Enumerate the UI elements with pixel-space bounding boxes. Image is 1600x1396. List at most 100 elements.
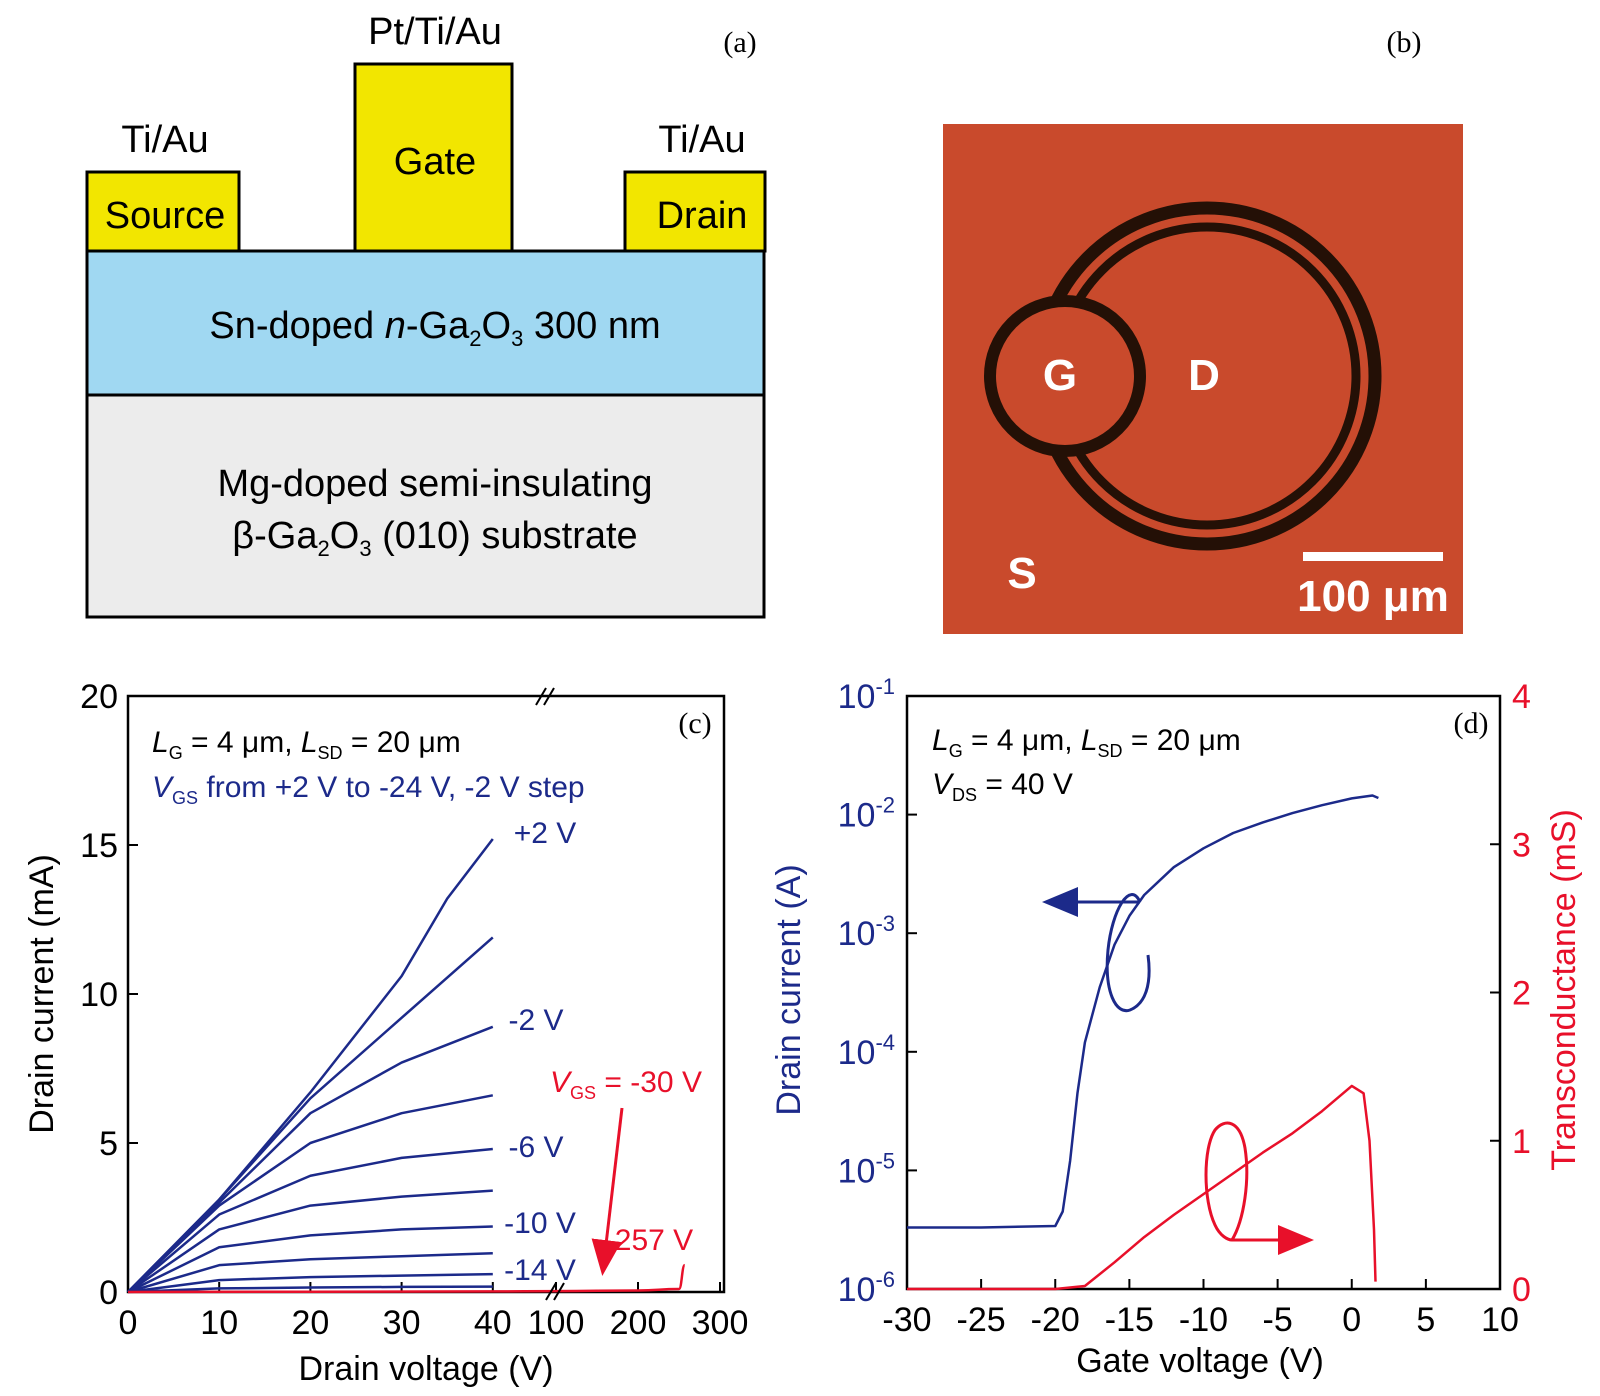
chart-d-ylabel: Drain current (A): [770, 864, 808, 1115]
d-ytick-label-2: 10-4: [838, 1030, 895, 1072]
chart-d-legend-line1: LG = 4 μm, LSD = 20 μm: [932, 724, 1241, 761]
c-curve-3: [127, 1094, 494, 1293]
c-xtick-label-3: 30: [383, 1304, 421, 1342]
d-ytick-label-4: 10-2: [838, 793, 895, 835]
c-xtick-label-1: 10: [200, 1304, 238, 1342]
chart-c-xlabel: Drain voltage (V): [298, 1350, 553, 1388]
source-metal-label: Ti/Au: [121, 119, 208, 161]
c-xtick-label-7: 300: [692, 1304, 749, 1342]
c-curve-10: [127, 1263, 686, 1294]
chart-d-y2label: Transconductance (mS): [1545, 809, 1583, 1171]
substrate-layer: [85, 393, 766, 619]
bd-label-vsub: GS: [570, 1083, 596, 1103]
bd-label-rest: = -30 V: [596, 1066, 702, 1099]
d-legend-lsub2: SD: [1098, 741, 1123, 761]
d-xtick-label-0: -30: [882, 1301, 931, 1339]
gate-ring: [984, 295, 1146, 457]
d-xtick-label-7: 5: [1416, 1301, 1435, 1339]
id-loop-marker: [1105, 893, 1151, 1013]
d-xtick-label-2: -20: [1031, 1301, 1080, 1339]
substrate-line2: β-Ga2O3 (010) substrate: [232, 515, 637, 561]
break-mark-top-1: [535, 687, 547, 706]
curve-label-minus2: -2 V: [508, 1004, 563, 1037]
c-curve-2: [127, 1025, 494, 1293]
drain-metal-label: Ti/Au: [658, 119, 745, 161]
d-legend-l2: L: [1081, 724, 1098, 757]
c-legend-lsub2: SD: [318, 743, 343, 763]
drain-label: Drain: [657, 195, 748, 237]
channel-text-pre: Sn-doped: [209, 305, 384, 347]
curve-label-minus14: -14 V: [504, 1254, 576, 1287]
channel-text-o: O: [482, 305, 512, 347]
d-legend-lsub: G: [949, 741, 963, 761]
d-xtick-label-4: -10: [1179, 1301, 1228, 1339]
breakdown-voltage-label: 257 V: [615, 1224, 693, 1257]
panel-d-label: (d): [1454, 707, 1489, 740]
c-xtick-label-0: 0: [119, 1304, 138, 1342]
panel-a-label: (a): [723, 26, 756, 59]
c-legend-l: L: [152, 726, 169, 759]
c-xtick-label-4: 40: [474, 1304, 512, 1342]
substrate-text-post: (010) substrate: [372, 515, 638, 557]
c-legend-rest: from +2 V to -24 V, -2 V step: [198, 771, 585, 804]
breakdown-arrow: [591, 1107, 624, 1276]
break-mark-bottom-2: [553, 1282, 565, 1301]
curve-label-plus2: +2 V: [514, 817, 577, 850]
chart-c-legend-line1: LG = 4 μm, LSD = 20 μm: [152, 726, 461, 763]
c-ytick-label-0: 0: [99, 1274, 118, 1312]
d-xtick-label-8: 10: [1481, 1301, 1519, 1339]
d-legend-vsub: DS: [952, 785, 977, 805]
d-xtick-label-5: -5: [1263, 1301, 1293, 1339]
c-curve-8: [127, 1272, 493, 1294]
c-curve-4: [127, 1147, 493, 1293]
gm-loop-marker: [1204, 1121, 1249, 1242]
chart-c-legend-line2: VGS from +2 V to -24 V, -2 V step: [152, 771, 585, 808]
d-legend-l: L: [932, 724, 949, 757]
c-ytick-label-3: 15: [80, 827, 118, 865]
c-legend-vsub: GS: [172, 788, 198, 808]
gate-metal-label: Pt/Ti/Au: [368, 11, 502, 53]
chart-d-xlabel: Gate voltage (V): [1076, 1342, 1324, 1380]
chart-c-ylabel: Drain current (mA): [23, 854, 61, 1134]
d-legend-b: = 20 μm: [1123, 724, 1241, 757]
substrate-sub-3: 3: [359, 536, 371, 561]
d-y2tick-label-2: 2: [1512, 975, 1531, 1013]
panel-d: -30 -25 -20 -15 -10 -5 0 5 1010-610-510-410-310-…: [770, 674, 1583, 1380]
d-curve-drain-current: [907, 794, 1379, 1229]
d-y2tick-label-1: 1: [1512, 1123, 1531, 1161]
channel-text-n: n: [385, 305, 406, 347]
c-legend-lsub: G: [169, 743, 183, 763]
c-xtick-label-2: 20: [291, 1304, 329, 1342]
c-curve-9: [127, 1285, 493, 1294]
channel-sub-2: 2: [469, 326, 481, 351]
c-legend-v: V: [152, 771, 175, 804]
panel-b: (b) G D S 100 μm: [943, 26, 1463, 634]
d-xtick-label-1: -25: [957, 1301, 1006, 1339]
c-curve-1: [127, 936, 494, 1293]
curve-label-minus10: -10 V: [504, 1207, 576, 1240]
scale-bar: [1303, 552, 1443, 561]
micrograph-source-label: S: [1007, 549, 1036, 598]
d-legend-a: = 4 μm,: [963, 724, 1081, 757]
micrograph-drain-label: D: [1188, 351, 1220, 400]
c-ytick-label-4: 20: [80, 678, 118, 716]
chart-c-curves: [127, 838, 686, 1294]
d-y2tick-label-4: 4: [1512, 678, 1531, 716]
channel-sub-3: 3: [511, 326, 523, 351]
d-legend-rest: = 40 V: [977, 768, 1073, 801]
panel-c-label: (c): [678, 707, 711, 740]
c-xtick-label-6: 200: [610, 1304, 667, 1342]
c-ytick-label-1: 5: [99, 1125, 118, 1163]
panel-b-label: (b): [1387, 26, 1422, 59]
micrograph-gate-label: G: [1043, 351, 1077, 400]
drain-contact: [623, 170, 767, 253]
c-legend-a: = 4 μm,: [183, 726, 301, 759]
scale-bar-label: 100 μm: [1297, 572, 1449, 621]
c-legend-l2: L: [301, 726, 318, 759]
channel-label: Sn-doped n-Ga2O3 300 nm: [209, 305, 660, 351]
c-curve-0: [127, 838, 494, 1293]
d-curve-transconductance: [907, 1084, 1377, 1291]
chart-d-ticks: -30 -25 -20 -15 -10 -5 0 5 1010-610-510-410-310-…: [838, 674, 1531, 1339]
